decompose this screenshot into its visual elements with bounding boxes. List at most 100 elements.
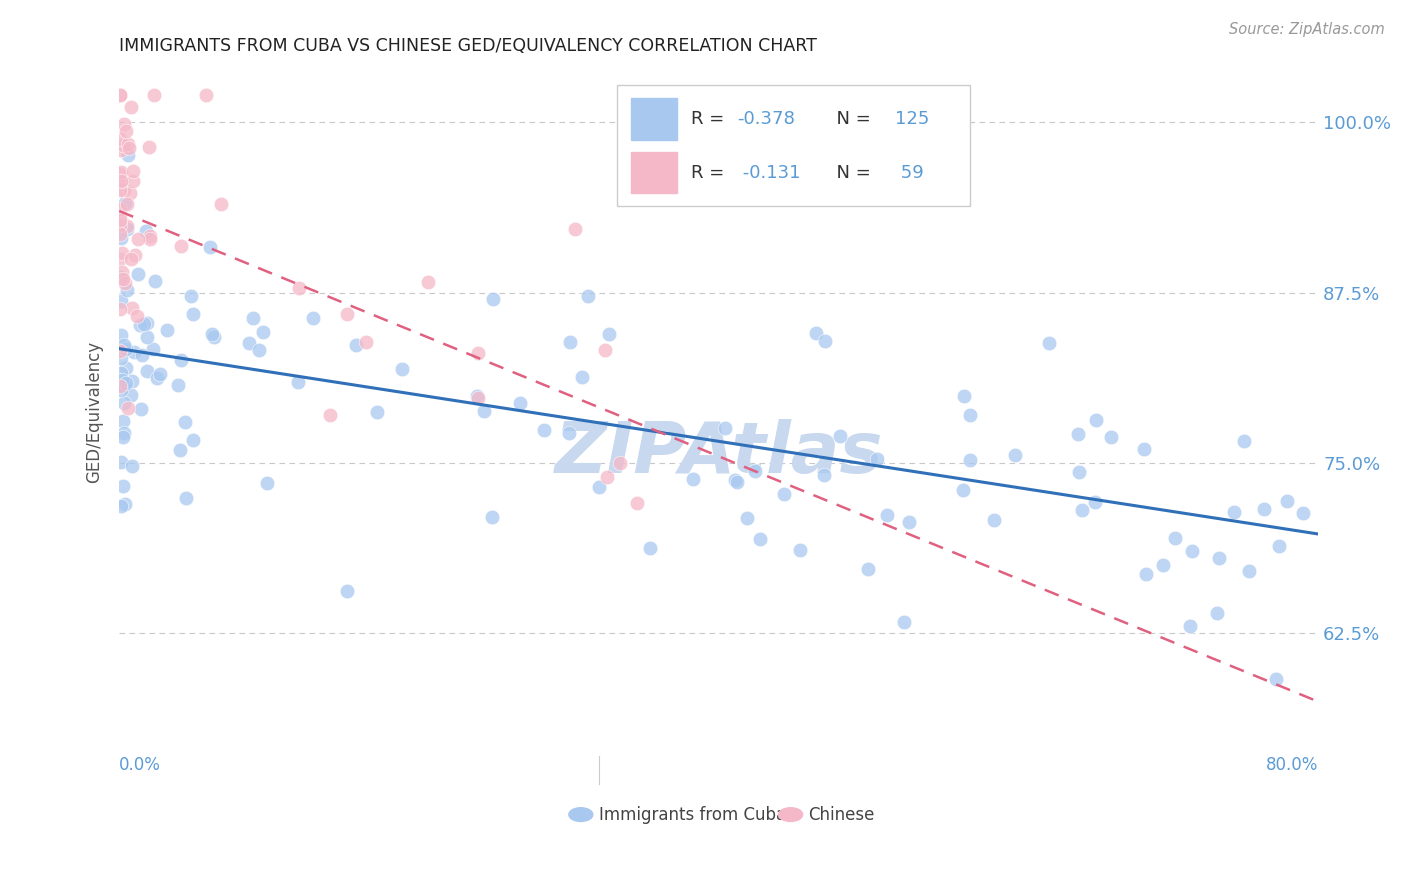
Point bbox=[288, 281, 311, 295]
Point bbox=[564, 222, 586, 236]
Point bbox=[472, 404, 495, 418]
Point bbox=[115, 376, 138, 390]
Point bbox=[108, 132, 131, 146]
Point bbox=[136, 316, 159, 330]
Point bbox=[828, 429, 851, 443]
Point bbox=[804, 326, 827, 340]
Point bbox=[876, 508, 898, 522]
Point bbox=[135, 364, 157, 378]
Point bbox=[1253, 502, 1275, 516]
Point bbox=[467, 392, 489, 406]
Point bbox=[112, 379, 135, 393]
Point bbox=[146, 370, 169, 384]
Point bbox=[110, 499, 132, 513]
Point bbox=[114, 124, 136, 138]
Point bbox=[302, 310, 325, 325]
Point bbox=[112, 430, 135, 444]
Point bbox=[467, 389, 489, 403]
Point bbox=[124, 248, 146, 262]
Point bbox=[143, 274, 166, 288]
Circle shape bbox=[569, 808, 593, 822]
Point bbox=[1178, 618, 1201, 632]
Point bbox=[1135, 566, 1157, 581]
Point bbox=[117, 137, 139, 152]
Point bbox=[111, 373, 134, 387]
Text: -0.378: -0.378 bbox=[737, 110, 794, 128]
Point bbox=[588, 480, 610, 494]
Point bbox=[127, 268, 149, 282]
Point bbox=[789, 543, 811, 558]
Point bbox=[117, 148, 139, 162]
Point bbox=[1071, 503, 1094, 517]
Point bbox=[112, 396, 135, 410]
Point bbox=[319, 408, 342, 422]
Point bbox=[176, 491, 198, 506]
Point bbox=[170, 239, 193, 253]
Point bbox=[1275, 494, 1298, 508]
Point bbox=[117, 401, 139, 416]
Point bbox=[111, 478, 134, 492]
Point bbox=[110, 293, 132, 308]
Point bbox=[110, 231, 132, 245]
Point bbox=[111, 414, 134, 428]
Text: N =: N = bbox=[825, 163, 877, 182]
Point bbox=[111, 173, 134, 187]
Point bbox=[638, 541, 661, 555]
Point bbox=[1237, 564, 1260, 578]
Point bbox=[576, 289, 599, 303]
Point bbox=[1181, 544, 1204, 558]
Point bbox=[110, 351, 132, 365]
Point bbox=[814, 334, 837, 348]
Point bbox=[112, 425, 135, 440]
Point bbox=[1268, 540, 1291, 554]
Point bbox=[156, 323, 179, 337]
Point bbox=[110, 328, 132, 343]
Text: IMMIGRANTS FROM CUBA VS CHINESE GED/EQUIVALENCY CORRELATION CHART: IMMIGRANTS FROM CUBA VS CHINESE GED/EQUI… bbox=[120, 37, 817, 55]
Point bbox=[134, 317, 156, 331]
Point bbox=[115, 361, 138, 376]
Point bbox=[143, 88, 166, 103]
Point bbox=[181, 307, 204, 321]
Bar bbox=[631, 152, 676, 194]
Point bbox=[482, 293, 505, 307]
Point bbox=[1292, 506, 1315, 520]
Point bbox=[115, 284, 138, 298]
Point bbox=[1069, 465, 1091, 479]
Point bbox=[725, 475, 748, 489]
Point bbox=[115, 222, 138, 236]
Point bbox=[108, 210, 131, 224]
Point bbox=[256, 476, 278, 491]
Point bbox=[111, 272, 134, 286]
Point bbox=[108, 212, 131, 227]
Point bbox=[724, 473, 747, 487]
Point bbox=[287, 375, 309, 389]
Point bbox=[139, 232, 162, 246]
Point bbox=[983, 513, 1005, 527]
Text: 59: 59 bbox=[896, 163, 924, 182]
Y-axis label: GED/Equivalency: GED/Equivalency bbox=[86, 341, 103, 483]
Point bbox=[142, 342, 165, 356]
Point bbox=[609, 456, 631, 470]
Point bbox=[181, 433, 204, 447]
Bar bbox=[631, 98, 676, 139]
Point bbox=[1208, 551, 1230, 566]
Point bbox=[108, 252, 131, 266]
Point bbox=[1038, 336, 1060, 351]
Point bbox=[110, 367, 132, 381]
Point bbox=[813, 467, 835, 482]
Point bbox=[129, 401, 152, 416]
Point bbox=[748, 532, 770, 546]
Point bbox=[344, 337, 367, 351]
Point bbox=[120, 252, 142, 266]
Point bbox=[481, 510, 503, 524]
Point bbox=[169, 443, 191, 458]
Point bbox=[111, 138, 134, 153]
Point bbox=[1084, 495, 1107, 509]
Point bbox=[744, 464, 766, 478]
Point bbox=[121, 174, 143, 188]
Point bbox=[509, 396, 531, 410]
Point bbox=[558, 425, 581, 440]
Point bbox=[898, 515, 921, 529]
Point bbox=[242, 311, 264, 326]
Point bbox=[195, 88, 218, 103]
